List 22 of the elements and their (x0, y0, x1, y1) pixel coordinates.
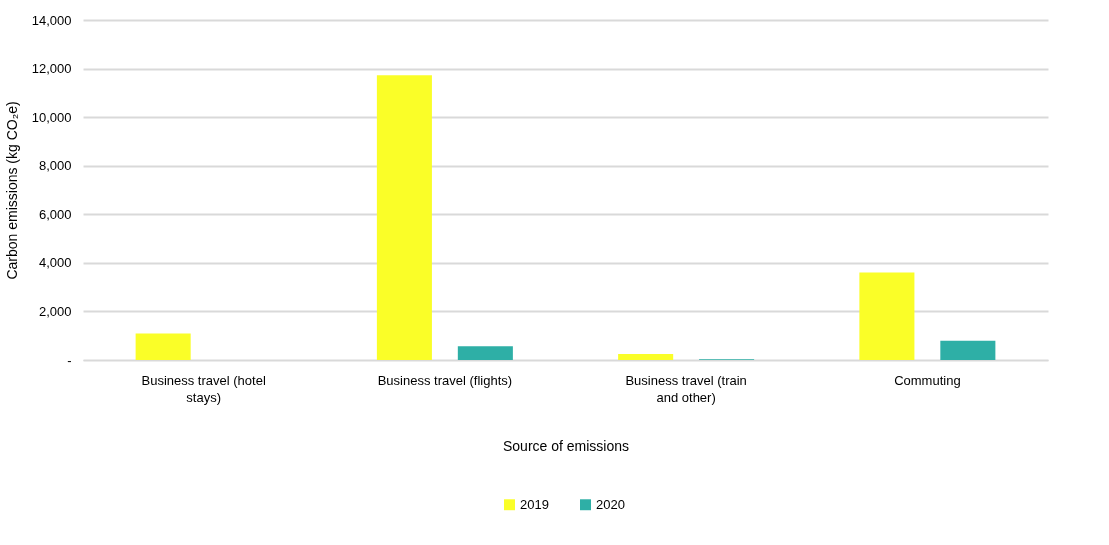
x-tick-label: Business travel (flights) (377, 372, 513, 388)
legend-label: 2020 (596, 496, 625, 512)
y-tick-label: 4,000 (38, 255, 72, 271)
y-tick-label: 10,000 (31, 109, 72, 125)
bar (618, 353, 674, 360)
y-tick-label: 8,000 (38, 158, 72, 174)
y-tick-label: 2,000 (38, 303, 72, 319)
x-tick-label: Business travel (hotel stays) (141, 372, 266, 405)
x-tick-label: Commuting (894, 372, 961, 388)
bar (135, 333, 191, 360)
bar (376, 75, 432, 360)
x-tick-label: Business travel (train and other) (625, 372, 747, 405)
y-axis-title: Carbon emissions (kg CO₂e) (3, 101, 20, 280)
y-tick-label: 6,000 (38, 206, 72, 222)
legend-label: 2019 (520, 496, 549, 512)
x-axis-title: Source of emissions (502, 437, 630, 454)
y-tick-label: 12,000 (31, 61, 72, 77)
bar (940, 340, 996, 360)
bar (457, 346, 513, 360)
bar (859, 272, 915, 360)
y-tick-label: - (67, 352, 72, 368)
y-tick-label: 14,000 (31, 12, 72, 28)
